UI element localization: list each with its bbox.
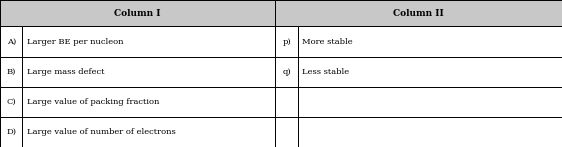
Bar: [275, 26, 298, 57]
Text: Large mass defect: Large mass defect: [27, 68, 105, 76]
Text: D): D): [6, 128, 16, 136]
Bar: [275, 57, 298, 87]
Bar: [0, 57, 22, 87]
Text: Column I: Column I: [115, 9, 161, 18]
Bar: [275, 87, 298, 117]
Bar: [22, 117, 275, 147]
Text: A): A): [7, 37, 16, 46]
Text: Large value of packing fraction: Large value of packing fraction: [27, 98, 160, 106]
Bar: [0, 87, 22, 117]
Bar: [298, 57, 562, 87]
Text: More stable: More stable: [302, 37, 353, 46]
Bar: [22, 26, 275, 57]
Bar: [0, 0, 275, 26]
Bar: [22, 57, 275, 87]
Bar: [275, 117, 298, 147]
Text: Column II: Column II: [393, 9, 444, 18]
Bar: [298, 26, 562, 57]
Text: Large value of number of electrons: Large value of number of electrons: [27, 128, 176, 136]
Bar: [298, 117, 562, 147]
Text: C): C): [6, 98, 16, 106]
Text: Less stable: Less stable: [302, 68, 350, 76]
Text: B): B): [7, 68, 16, 76]
Text: p): p): [282, 37, 291, 46]
Text: q): q): [282, 68, 291, 76]
Bar: [0, 26, 22, 57]
Bar: [22, 87, 275, 117]
Text: Larger BE per nucleon: Larger BE per nucleon: [27, 37, 124, 46]
Bar: [275, 0, 562, 26]
Bar: [0, 117, 22, 147]
Bar: [298, 87, 562, 117]
